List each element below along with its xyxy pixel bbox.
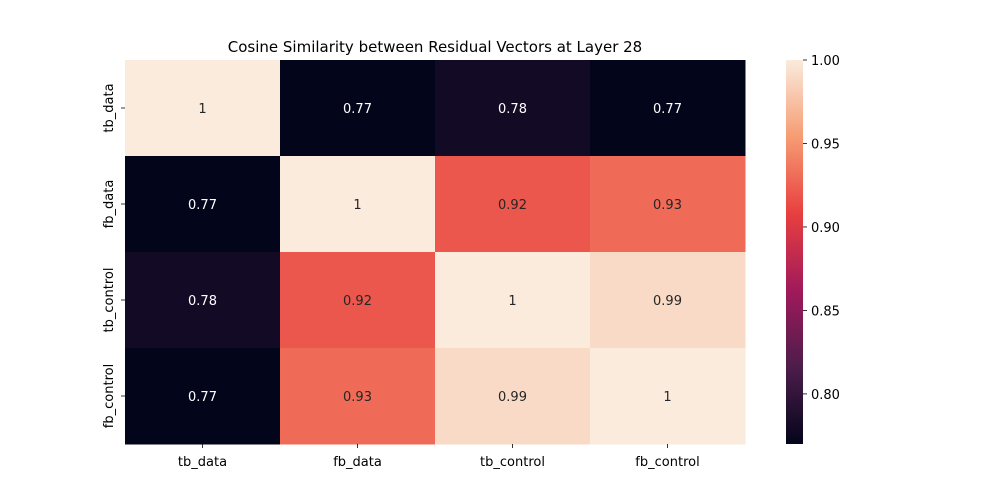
- y-tick-label: tb_data: [102, 83, 117, 132]
- colorbar-tick-label: 0.90: [811, 221, 840, 236]
- cell-value-label: 0.93: [653, 198, 682, 213]
- x-axis: tb_data fb_data tb_control fb_control: [178, 444, 700, 470]
- heatmap-cell: [435, 60, 591, 157]
- cell-value-label: 0.78: [498, 102, 527, 117]
- heatmap-cell: [125, 252, 281, 349]
- cell-value-label: 1: [508, 294, 516, 309]
- cell-value-label: 0.77: [343, 102, 372, 117]
- cell-value-label: 0.78: [188, 294, 217, 309]
- heatmap-cell: [280, 348, 436, 445]
- cell-value-label: 0.99: [653, 294, 682, 309]
- cell-value-label: 0.92: [343, 294, 372, 309]
- heatmap-cell: [125, 348, 281, 445]
- cell-value-label: 1: [663, 390, 671, 405]
- cell-value-label: 0.92: [498, 198, 527, 213]
- colorbar-tick-label: 0.80: [811, 388, 840, 403]
- cell-value-label: 0.93: [343, 390, 372, 405]
- heatmap-cell: [280, 156, 436, 253]
- heatmap-cell: [435, 156, 591, 253]
- x-tick-label: fb_control: [635, 455, 699, 470]
- cell-value-label: 0.99: [498, 390, 527, 405]
- x-tick-label: tb_data: [178, 455, 227, 470]
- heatmap-cell: [590, 252, 746, 349]
- chart-title: Cosine Similarity between Residual Vecto…: [228, 38, 642, 56]
- y-tick-label: fb_control: [102, 364, 117, 428]
- cell-value-label: 0.77: [653, 102, 682, 117]
- heatmap-cells: [125, 60, 746, 445]
- colorbar: 0.80 0.85 0.90 0.95 1.00: [786, 54, 840, 444]
- y-axis: tb_data fb_data tb_control fb_control: [102, 83, 125, 428]
- cell-value-label: 0.77: [188, 390, 217, 405]
- y-tick-label: fb_data: [102, 180, 117, 229]
- cell-value-label: 0.77: [188, 198, 217, 213]
- heatmap-cell: [590, 348, 746, 445]
- colorbar-gradient: [786, 60, 803, 444]
- heatmap-cell: [280, 252, 436, 349]
- heatmap-cell: [590, 156, 746, 253]
- heatmap-cell: [280, 60, 436, 157]
- y-tick-label: tb_control: [102, 268, 117, 333]
- heatmap-cell: [125, 156, 281, 253]
- heatmap-cell: [125, 60, 281, 157]
- heatmap-cell: [435, 252, 591, 349]
- heatmap-cell: [590, 60, 746, 157]
- colorbar-tick-label: 0.85: [811, 304, 840, 319]
- cell-value-label: 1: [198, 102, 206, 117]
- heatmap-cell-labels: 1 0.77 0.78 0.77 0.77 1 0.92 0.93 0.78 0.92 1 0.99 0…: [188, 102, 682, 405]
- colorbar-tick-label: 1.00: [811, 54, 840, 69]
- x-tick-label: tb_control: [480, 455, 545, 470]
- colorbar-tick-label: 0.95: [811, 137, 840, 152]
- cell-value-label: 1: [353, 198, 361, 213]
- x-tick-label: fb_data: [333, 455, 382, 470]
- heatmap-cell: [435, 348, 591, 445]
